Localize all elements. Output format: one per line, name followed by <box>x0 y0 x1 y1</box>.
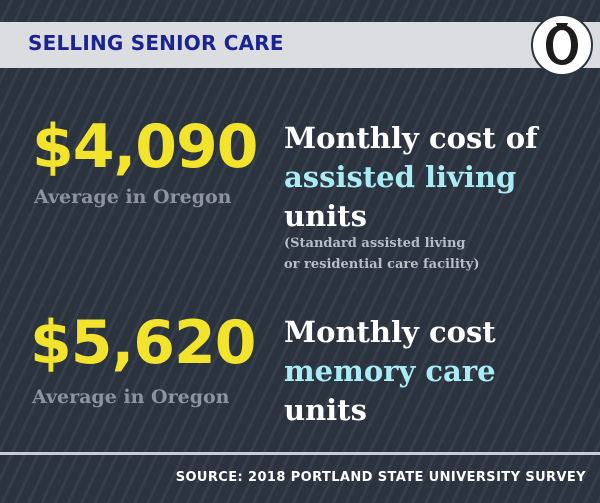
stat-description-memory-care: Monthly cost memory care units <box>284 313 496 430</box>
page-title: SELLING SENIOR CARE <box>28 31 284 55</box>
footer-divider <box>0 452 600 455</box>
source-credit: SOURCE: 2018 PORTLAND STATE UNIVERSITY S… <box>175 470 586 485</box>
header-bar: SELLING SENIOR CARE <box>0 22 600 68</box>
stat-description-assisted-living: Monthly cost of assisted living units <box>284 119 538 236</box>
oregonian-logo-icon <box>531 14 593 76</box>
desc-line: units <box>284 393 367 427</box>
note-line: (Standard assisted living <box>284 236 466 251</box>
note-line: or residential care facility) <box>284 257 480 272</box>
desc-line: Monthly cost of <box>284 121 538 155</box>
stat-value-assisted-living: $4,090 <box>32 112 259 182</box>
desc-highlight: memory care <box>284 354 496 388</box>
stat-label-assisted-living: Average in Oregon <box>34 186 232 208</box>
oregonian-o-logo-icon <box>546 23 578 65</box>
desc-line: units <box>284 199 367 233</box>
desc-line: Monthly cost <box>284 315 496 349</box>
stat-label-memory-care: Average in Oregon <box>32 386 230 408</box>
stat-value-memory-care: $5,620 <box>30 308 257 378</box>
stat-note-assisted-living: (Standard assisted living or residential… <box>284 233 480 275</box>
desc-highlight: assisted living <box>284 160 517 194</box>
